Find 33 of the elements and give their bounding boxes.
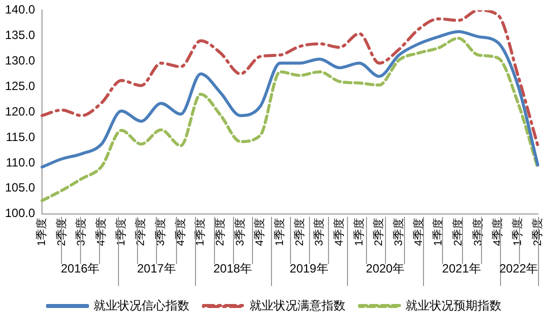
x-tick-label: 2季度	[292, 218, 306, 246]
text: 2016年	[60, 261, 100, 276]
text: 2020年	[366, 261, 405, 276]
text: 2019年	[290, 261, 328, 276]
x-tick-label: 1季度	[273, 218, 286, 246]
line-series	[40, 36, 540, 202]
x-tick-label: 3季度	[312, 218, 326, 246]
x-tick-label: 3季度	[233, 218, 246, 246]
text: 2021年	[442, 261, 481, 276]
legend-label: 就业状况信心指数	[94, 298, 190, 312]
x-tick-label: 3季度	[392, 218, 406, 246]
y-tick-label: 120.0	[5, 104, 36, 118]
text: 2018年	[213, 261, 252, 276]
y-tick-label: 115.0	[6, 130, 36, 144]
y-tick-label: 100.0	[5, 206, 36, 220]
x-tick-label: 2季度	[372, 218, 386, 246]
y-tick-label: 130.0	[5, 53, 36, 68]
y-tick-label: 110.0	[6, 155, 36, 170]
line-series	[40, 30, 540, 169]
x-tick-label: 1季度	[35, 218, 48, 246]
legend-label: 就业状况预期指数	[406, 298, 502, 312]
text: 2017年	[137, 261, 176, 276]
y-tick-label: 105.0	[5, 180, 36, 195]
text: 2022年	[499, 261, 538, 276]
x-tick-label: 4季度	[253, 218, 266, 246]
x-tick-label: 4季度	[332, 218, 346, 246]
y-tick-label: 140.0	[5, 2, 36, 17]
y-tick-label: 135.0	[5, 28, 36, 42]
legend-label: 就业状况满意指数	[250, 298, 346, 312]
y-tick-label: 125.0	[5, 78, 36, 93]
x-tick-label: 1季度	[352, 218, 366, 246]
x-tick-label: 4季度	[412, 218, 425, 246]
line-series	[40, 10, 540, 148]
